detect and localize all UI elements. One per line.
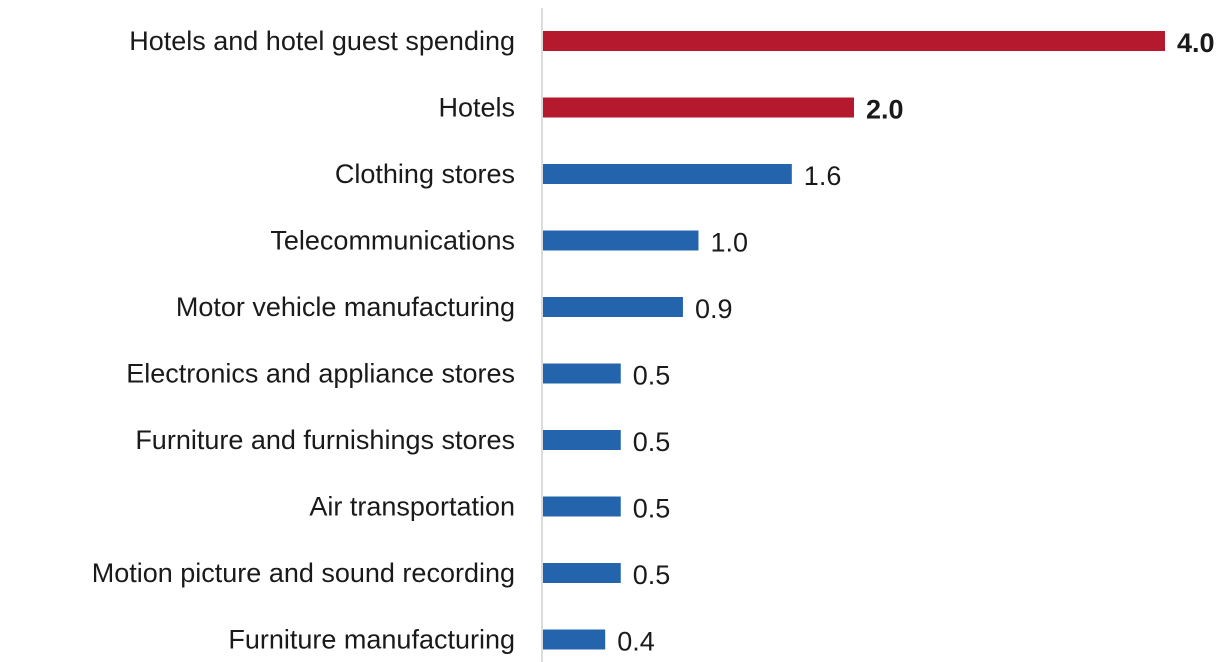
value-label: 0.5 (633, 361, 671, 391)
bar (543, 230, 699, 251)
value-label: 1.0 (711, 228, 749, 258)
category-label: Hotels and hotel guest spending (129, 26, 515, 56)
bar (543, 97, 854, 118)
bar (543, 363, 621, 384)
category-label: Electronics and appliance stores (126, 359, 515, 389)
category-label: Motion picture and sound recording (92, 558, 515, 588)
category-label: Hotels (438, 93, 515, 123)
category-label: Telecommunications (270, 226, 515, 256)
bar (543, 629, 606, 650)
value-label: 0.5 (633, 494, 671, 524)
value-label: 2.0 (866, 95, 904, 125)
bar (543, 297, 683, 317)
category-label: Air transportation (309, 492, 515, 522)
bar (543, 164, 792, 184)
value-label: 0.5 (633, 560, 671, 590)
category-labels-group: Hotels and hotel guest spending Hotels Clo… (92, 26, 515, 655)
bars-group (543, 31, 1165, 650)
category-label: Clothing stores (335, 159, 515, 189)
value-label: 4.0 (1177, 28, 1215, 58)
bar (543, 563, 621, 583)
value-labels-group: 4.0 2.0 1.6 1.0 0.9 0.5 0.5 0.5 0.5 0.4 (617, 28, 1214, 657)
category-label: Furniture and furnishings stores (135, 425, 515, 455)
value-label: 0.4 (617, 627, 655, 657)
bar (543, 430, 621, 450)
value-label: 0.9 (695, 294, 733, 324)
bar (543, 31, 1165, 51)
category-label: Furniture manufacturing (228, 625, 515, 655)
bar (543, 496, 621, 517)
value-label: 0.5 (633, 427, 671, 457)
value-label: 1.6 (804, 161, 842, 191)
category-label: Motor vehicle manufacturing (176, 292, 515, 322)
